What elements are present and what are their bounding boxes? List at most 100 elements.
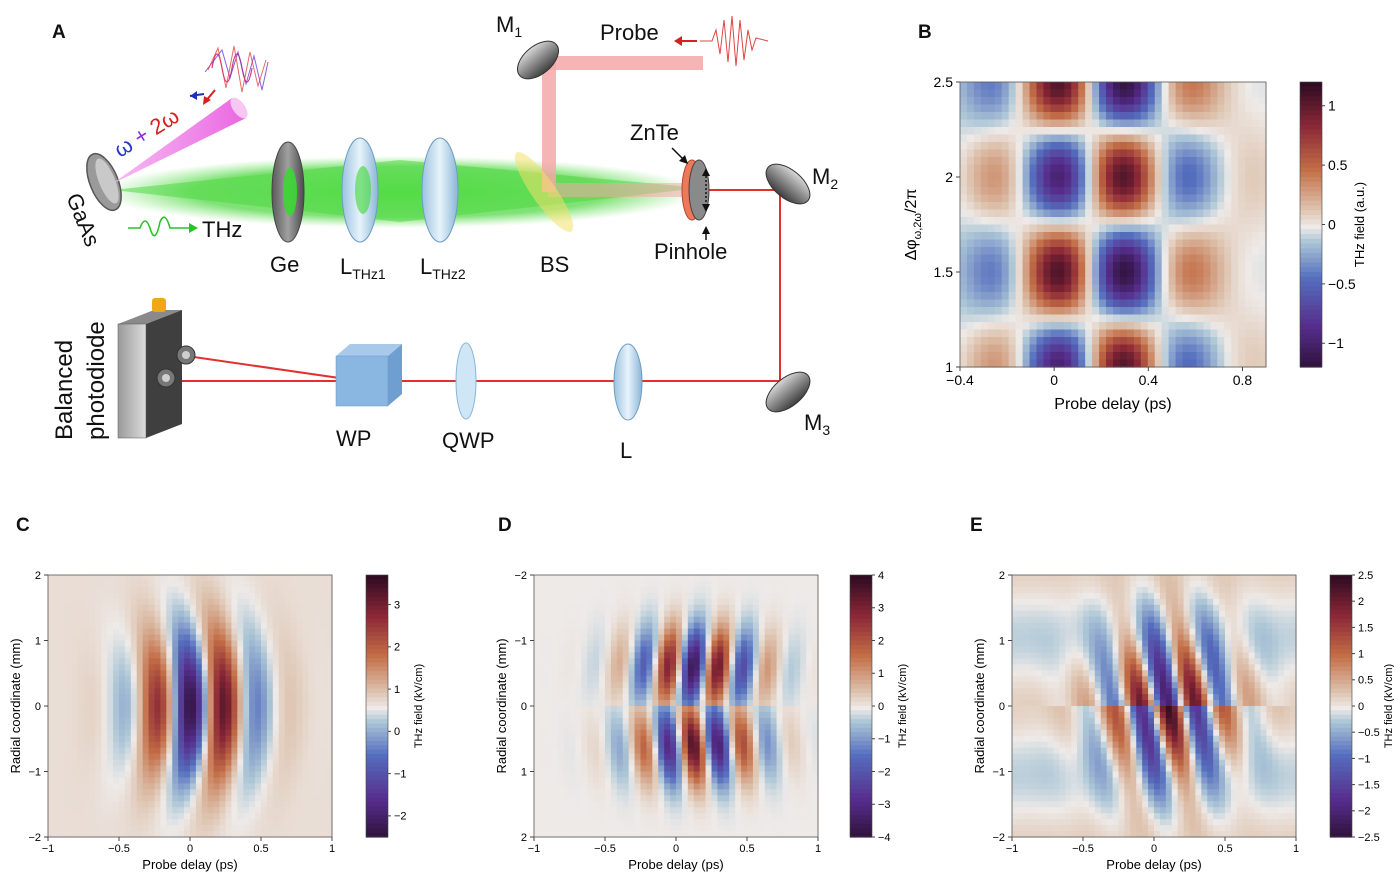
heatmap-cell bbox=[113, 586, 120, 594]
heatmap-cell bbox=[652, 676, 659, 683]
heatmap-cell bbox=[243, 795, 250, 802]
heatmap-cell bbox=[142, 723, 150, 731]
heatmap-cell bbox=[640, 777, 648, 784]
heatmap-cell bbox=[1224, 202, 1232, 211]
heatmap-cell bbox=[605, 741, 612, 749]
heatmap-cell bbox=[1196, 172, 1204, 181]
panel-letter-d: D bbox=[498, 515, 512, 536]
heatmap-cell bbox=[1217, 142, 1225, 151]
heatmap-cell bbox=[195, 807, 203, 814]
heatmap-cell bbox=[605, 664, 612, 671]
heatmap-cell bbox=[1071, 134, 1079, 143]
heatmap-cell bbox=[77, 604, 85, 612]
heatmap-cell bbox=[1140, 104, 1149, 113]
heatmap-cell bbox=[53, 729, 61, 737]
heatmap-cell bbox=[646, 765, 653, 773]
heatmap-cell bbox=[534, 813, 541, 820]
heatmap-cell bbox=[95, 759, 102, 767]
heatmap-cell bbox=[255, 765, 262, 773]
heatmap-cell bbox=[1022, 262, 1031, 271]
heatmap-cell bbox=[124, 795, 132, 802]
heatmap-cell bbox=[1085, 164, 1093, 173]
heatmap-cell bbox=[1154, 179, 1163, 188]
heatmap-cell bbox=[1029, 344, 1038, 353]
colorbar-segment bbox=[1300, 286, 1322, 292]
heatmap-cell bbox=[1133, 202, 1142, 211]
heatmap-cell bbox=[658, 604, 665, 612]
heatmap-cell bbox=[1259, 202, 1267, 211]
heatmap-cell bbox=[1133, 194, 1142, 203]
heatmap-cell bbox=[172, 735, 179, 743]
heatmap-cell bbox=[664, 592, 671, 600]
heatmap-cell bbox=[1071, 239, 1079, 248]
heatmap-cell bbox=[266, 592, 274, 600]
heatmap-cell bbox=[77, 622, 85, 630]
heatmap-cell bbox=[587, 729, 594, 737]
heatmap-cell bbox=[142, 694, 150, 701]
heatmap-cell bbox=[326, 598, 333, 606]
heatmap-cell bbox=[1057, 232, 1065, 241]
heatmap-cell bbox=[640, 664, 648, 671]
heatmap-cell bbox=[551, 664, 559, 671]
heatmap-cell bbox=[302, 765, 309, 773]
heatmap-cell bbox=[1140, 112, 1149, 121]
heatmap-cell bbox=[101, 688, 108, 695]
heatmap-cell bbox=[640, 676, 648, 683]
heatmap-cell bbox=[59, 598, 67, 606]
heatmap-cell bbox=[255, 652, 262, 659]
heatmap-cell bbox=[53, 700, 61, 707]
heatmap-cell bbox=[207, 771, 215, 779]
heatmap-cell bbox=[599, 813, 606, 820]
heatmap-cell bbox=[587, 694, 594, 701]
heatmap-cell bbox=[314, 729, 321, 737]
colorbar-segment bbox=[1300, 257, 1322, 264]
heatmap-cell bbox=[1126, 277, 1135, 286]
heatmap-cell bbox=[278, 807, 286, 814]
heatmap-cell bbox=[966, 337, 975, 346]
heatmap-cell bbox=[320, 711, 327, 719]
heatmap-cell bbox=[65, 711, 73, 719]
colorbar-segment bbox=[366, 819, 388, 825]
heatmap-cell bbox=[136, 646, 144, 653]
heatmap-cell bbox=[296, 783, 304, 790]
heatmap-cell bbox=[1008, 104, 1017, 113]
heatmap-cell bbox=[581, 622, 588, 630]
heatmap-cell bbox=[593, 610, 600, 618]
heatmap-cell bbox=[973, 142, 982, 151]
heatmap-cell bbox=[130, 753, 138, 761]
heatmap-cell bbox=[219, 580, 227, 588]
heatmap-cell bbox=[48, 694, 55, 701]
heatmap-cell bbox=[960, 269, 968, 278]
x-tick-label: −0.4 bbox=[946, 372, 974, 388]
heatmap-cell bbox=[314, 664, 321, 671]
heatmap-cell bbox=[1126, 359, 1135, 368]
heatmap-cell bbox=[107, 622, 114, 630]
heatmap-cell bbox=[605, 706, 612, 713]
heatmap-cell bbox=[1071, 149, 1079, 158]
heatmap-cell bbox=[320, 682, 327, 689]
heatmap-cell bbox=[1126, 104, 1135, 113]
heatmap-cell bbox=[1154, 202, 1163, 211]
heatmap-cell bbox=[545, 676, 553, 683]
heatmap-cell bbox=[1085, 232, 1093, 241]
heatmap-cell bbox=[249, 747, 256, 755]
heatmap-cell bbox=[1001, 149, 1010, 158]
heatmap-cell bbox=[1189, 217, 1198, 226]
heatmap-cell bbox=[593, 604, 600, 612]
heatmap-cell bbox=[569, 741, 577, 749]
heatmap-cell bbox=[1203, 337, 1211, 346]
colorbar-segment bbox=[366, 631, 388, 637]
heatmap-cell bbox=[634, 634, 642, 642]
heatmap-cell bbox=[1175, 202, 1184, 211]
heatmap-cell bbox=[278, 694, 286, 701]
heatmap-cell bbox=[640, 819, 648, 826]
heatmap-c bbox=[48, 575, 333, 838]
heatmap-cell bbox=[53, 807, 61, 814]
heatmap-cell bbox=[83, 575, 91, 582]
heatmap-cell bbox=[1078, 254, 1086, 263]
heatmap-cell bbox=[1008, 314, 1017, 323]
heatmap-cell bbox=[255, 628, 262, 636]
heatmap-cell bbox=[237, 592, 244, 600]
heatmap-cell bbox=[326, 586, 333, 594]
heatmap-cell bbox=[83, 682, 91, 689]
